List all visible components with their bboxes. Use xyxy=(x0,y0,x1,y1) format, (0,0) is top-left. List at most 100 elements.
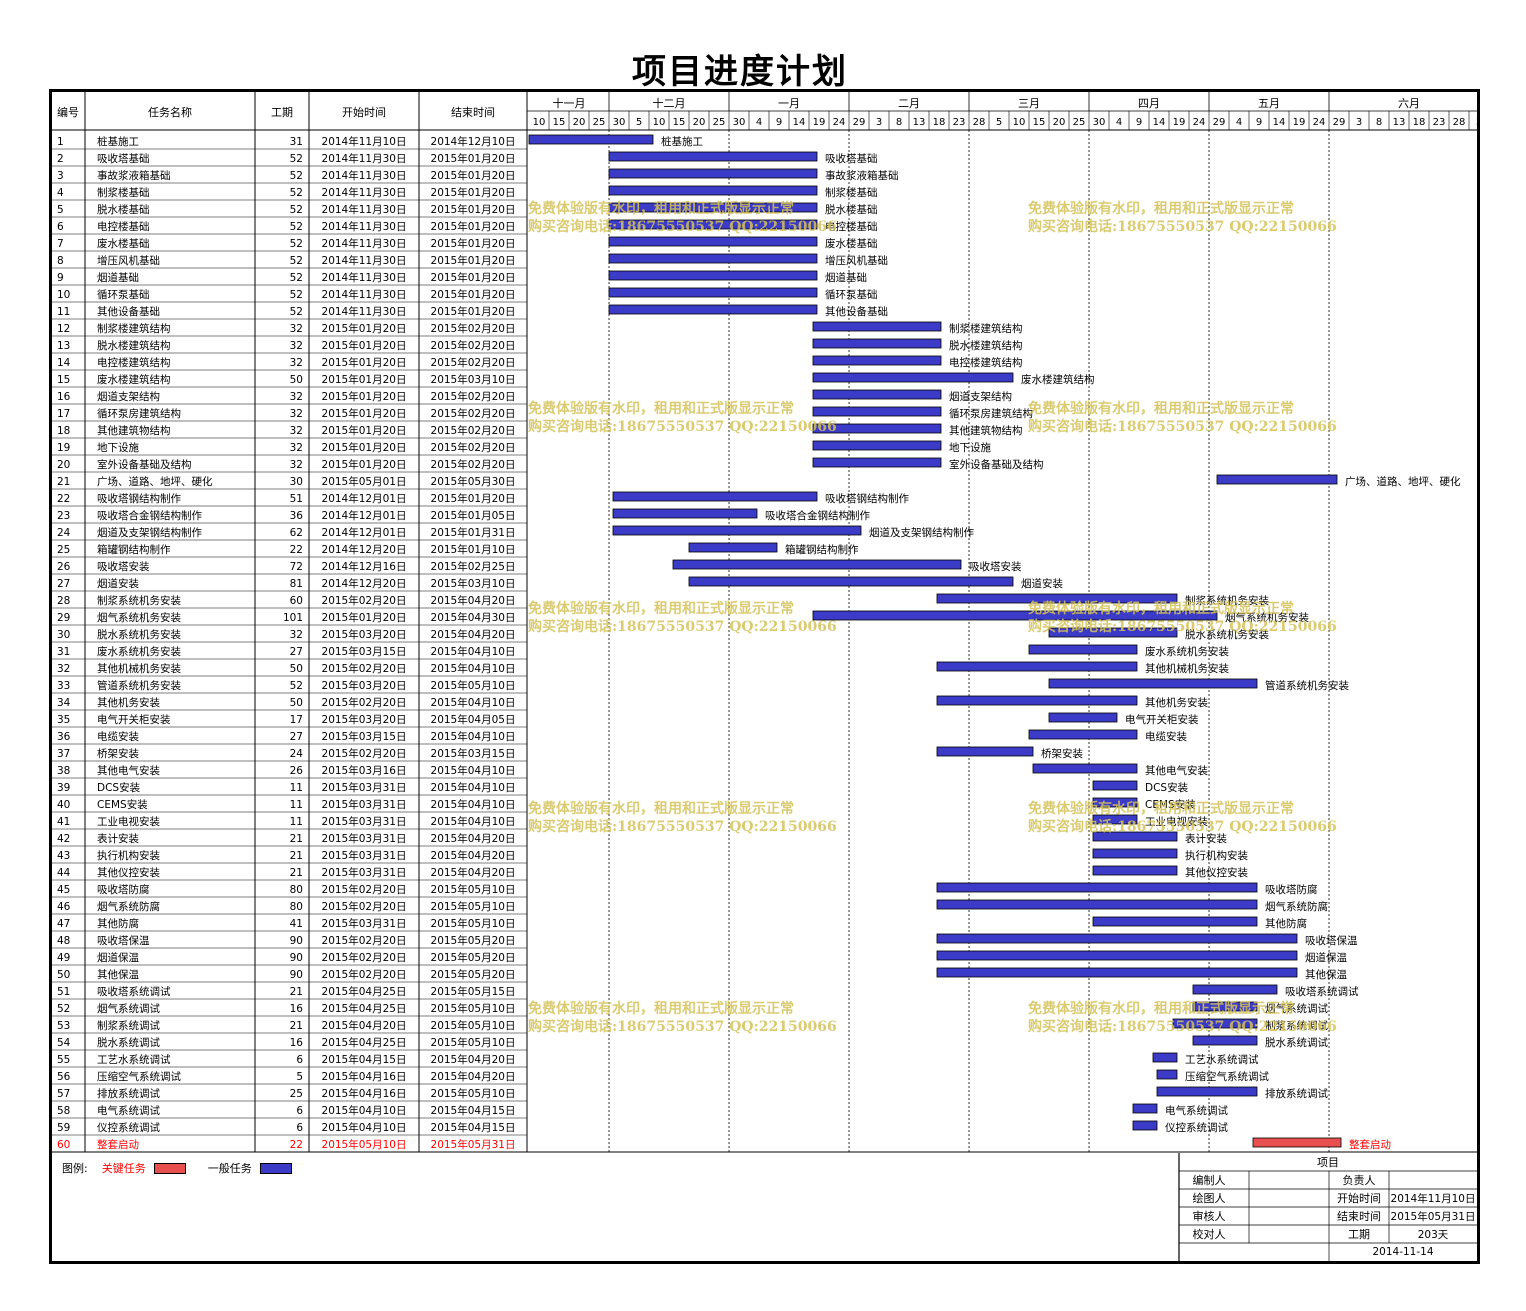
task-start: 2015年01月20日 xyxy=(322,356,407,369)
task-duration: 52 xyxy=(290,221,303,233)
timeline-month-label: 一月 xyxy=(778,97,800,110)
task-start: 2015年03月31日 xyxy=(322,781,407,794)
task-start: 2014年12月20日 xyxy=(322,577,407,590)
timeline-day-label: 10 xyxy=(1013,117,1026,128)
gantt-bar-label: 制浆系统调试 xyxy=(1265,1019,1328,1032)
task-end: 2015年05月10日 xyxy=(431,1036,516,1049)
task-id: 37 xyxy=(57,748,70,760)
task-duration: 62 xyxy=(290,527,303,539)
task-end: 2015年03月15日 xyxy=(431,747,516,760)
task-id: 5 xyxy=(57,204,64,216)
watermark-line: 购买咨询电话:18675550537 QQ:22150066 xyxy=(528,1019,837,1035)
gantt-bar-label: 吸收塔防腐 xyxy=(1265,883,1318,896)
task-start: 2015年02月20日 xyxy=(322,662,407,675)
timeline-day-label: 3 xyxy=(1356,117,1362,128)
task-start: 2015年02月20日 xyxy=(322,696,407,709)
gantt-bar-label: 吸收塔基础 xyxy=(825,152,878,165)
task-duration: 52 xyxy=(290,204,303,216)
gantt-bar-label: 吸收塔安装 xyxy=(969,560,1022,573)
task-name: 吸收塔合金钢结构制作 xyxy=(97,509,202,522)
timeline-day-label: 25 xyxy=(713,117,726,128)
task-start: 2014年12月01日 xyxy=(322,509,407,522)
task-name: 电气系统调试 xyxy=(97,1104,160,1117)
watermark: 免费体验版有水印，租用和正式版显示正常 购买咨询电话:18675550537 Q… xyxy=(1028,600,1337,636)
task-end: 2015年04月20日 xyxy=(431,832,516,845)
timeline-day-label: 24 xyxy=(1313,117,1326,128)
task-id: 43 xyxy=(57,850,70,862)
timeline-day-label: 19 xyxy=(1173,117,1186,128)
watermark: 免费体验版有水印，租用和正式版显示正常 购买咨询电话:18675550537 Q… xyxy=(1028,200,1337,236)
task-name: 工业电视安装 xyxy=(97,815,160,828)
task-start: 2015年04月16日 xyxy=(322,1087,407,1100)
gantt-bar-label: 烟道支架结构 xyxy=(949,390,1012,403)
gantt-bar-label: 事故浆液箱基础 xyxy=(825,169,899,182)
gantt-bar xyxy=(936,933,1298,944)
task-start: 2015年02月20日 xyxy=(322,747,407,760)
task-id: 17 xyxy=(57,408,70,420)
watermark-line: 免费体验版有水印，租用和正式版显示正常 xyxy=(1028,601,1294,617)
task-start: 2015年01月20日 xyxy=(322,339,407,352)
gantt-bar-label: 其他建筑物结构 xyxy=(949,424,1023,437)
task-name: 循环泵基础 xyxy=(97,288,150,301)
task-id: 6 xyxy=(57,221,64,233)
gantt-bar xyxy=(608,236,818,247)
gantt-bar xyxy=(608,185,818,196)
task-name: 脱水系统调试 xyxy=(97,1036,160,1049)
watermark: 免费体验版有水印，租用和正式版显示正常 购买咨询电话:18675550537 Q… xyxy=(1028,800,1337,836)
gantt-bar xyxy=(608,168,818,179)
task-duration: 41 xyxy=(290,918,303,930)
task-duration: 27 xyxy=(290,646,303,658)
task-duration: 21 xyxy=(290,833,303,845)
task-name: 吸收塔保温 xyxy=(97,934,150,947)
task-id: 40 xyxy=(57,799,70,811)
timeline-day-label: 14 xyxy=(1273,117,1286,128)
timeline-day-label: 29 xyxy=(1333,117,1346,128)
gantt-bar-label: 脱水系统机务安装 xyxy=(1185,628,1269,641)
task-id: 15 xyxy=(57,374,70,386)
task-start: 2015年03月20日 xyxy=(322,679,407,692)
gantt-bar xyxy=(1132,1120,1158,1131)
task-name: 制浆楼基础 xyxy=(97,186,150,199)
task-start: 2015年01月20日 xyxy=(322,441,407,454)
gantt-bar-label: 烟道保温 xyxy=(1305,951,1347,964)
column-header-end: 结束时间 xyxy=(451,106,495,119)
task-id: 23 xyxy=(57,510,70,522)
task-end: 2015年05月10日 xyxy=(431,900,516,913)
task-start: 2015年02月20日 xyxy=(322,900,407,913)
gantt-bar-label: 脱水楼基础 xyxy=(825,203,878,216)
watermark-line: 免费体验版有水印，租用和正式版显示正常 xyxy=(528,801,794,817)
task-duration: 90 xyxy=(290,969,303,981)
timeline-day-label: 9 xyxy=(776,117,782,128)
gantt-bar-label: 电控楼建筑结构 xyxy=(949,356,1023,369)
timeline-day-label: 23 xyxy=(953,117,966,128)
task-duration: 32 xyxy=(290,340,303,352)
task-id: 42 xyxy=(57,833,70,845)
gantt-bar-label: 烟道安装 xyxy=(1021,577,1063,590)
timeline-day-label: 3 xyxy=(1476,117,1477,128)
gantt-bar xyxy=(1032,763,1138,774)
task-name: 烟道安装 xyxy=(97,577,139,590)
task-start: 2014年11月30日 xyxy=(322,237,407,250)
task-start: 2015年03月16日 xyxy=(322,764,407,777)
task-name: 烟道基础 xyxy=(97,271,139,284)
watermark: 免费体验版有水印，租用和正式版显示正常 购买咨询电话:18675550537 Q… xyxy=(528,600,837,636)
timeline-day-label: 5 xyxy=(636,117,642,128)
task-end: 2015年04月20日 xyxy=(431,866,516,879)
task-id: 31 xyxy=(57,646,70,658)
task-start: 2014年12月01日 xyxy=(322,526,407,539)
task-id: 59 xyxy=(57,1122,70,1134)
task-id: 13 xyxy=(57,340,70,352)
task-duration: 80 xyxy=(290,884,303,896)
task-id: 10 xyxy=(57,289,70,301)
task-start: 2015年05月01日 xyxy=(322,475,407,488)
task-name: 箱罐钢结构制作 xyxy=(97,543,171,556)
task-end: 2015年02月20日 xyxy=(431,339,516,352)
task-start: 2015年04月10日 xyxy=(322,1121,407,1134)
task-name: 仪控系统调试 xyxy=(97,1121,160,1134)
task-id: 28 xyxy=(57,595,70,607)
watermark-line: 购买咨询电话:18675550537 QQ:22150066 xyxy=(1028,219,1337,235)
gantt-bar-label: 排放系统调试 xyxy=(1265,1087,1328,1100)
task-id: 50 xyxy=(57,969,70,981)
task-end: 2015年01月20日 xyxy=(431,169,516,182)
task-start: 2015年02月20日 xyxy=(322,934,407,947)
